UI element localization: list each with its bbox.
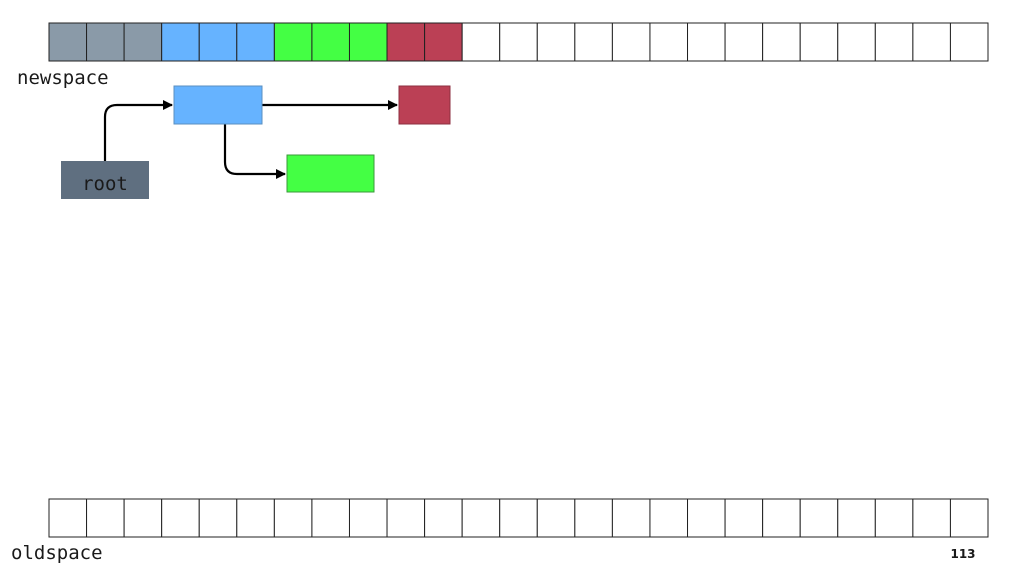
- memory-cell: [762, 498, 801, 538]
- memory-cell: [48, 22, 88, 62]
- memory-cell: [273, 22, 313, 62]
- memory-cell: [198, 498, 238, 538]
- memory-cell: [611, 22, 651, 62]
- memory-cell: [574, 498, 613, 538]
- memory-cell: [161, 498, 200, 538]
- root-box: [61, 161, 149, 199]
- arrow: [103, 100, 173, 161]
- memory-cell: [86, 498, 125, 538]
- memory-cell: [724, 22, 764, 62]
- newspace-row: [48, 22, 989, 62]
- memory-cell: [86, 22, 125, 62]
- memory-cell: [198, 22, 238, 62]
- memory-cell: [386, 22, 426, 62]
- memory-cell: [461, 22, 501, 62]
- memory-cell: [499, 498, 538, 538]
- memory-cell: [48, 498, 88, 538]
- memory-cell: [273, 498, 313, 538]
- memory-cell: [424, 498, 463, 538]
- memory-cell: [799, 498, 839, 538]
- memory-cell: [499, 22, 538, 62]
- memory-cell: [912, 22, 951, 62]
- memory-cell: [949, 498, 989, 538]
- object-blue: [173, 85, 263, 125]
- memory-cell: [574, 22, 613, 62]
- memory-cell: [386, 498, 426, 538]
- memory-cell: [687, 22, 726, 62]
- memory-cell: [311, 22, 350, 62]
- arrow: [223, 124, 286, 179]
- memory-cell: [837, 498, 876, 538]
- memory-cell: [236, 498, 275, 538]
- memory-cell: [311, 498, 350, 538]
- memory-cell: [687, 498, 726, 538]
- memory-cell: [874, 498, 914, 538]
- memory-cell: [348, 22, 388, 62]
- memory-cell: [649, 498, 689, 538]
- memory-cell: [536, 22, 576, 62]
- memory-cell: [236, 22, 275, 62]
- memory-cell: [799, 22, 839, 62]
- oldspace-label: oldspace: [11, 542, 103, 564]
- object-green: [286, 154, 375, 193]
- newspace-label: newspace: [17, 67, 109, 89]
- memory-cell: [123, 498, 163, 538]
- memory-cell: [724, 498, 764, 538]
- memory-cell: [912, 498, 951, 538]
- memory-cell: [874, 22, 914, 62]
- root-label: root: [82, 173, 128, 195]
- page-number: 113: [950, 547, 975, 561]
- memory-cell: [762, 22, 801, 62]
- memory-cell: [649, 22, 689, 62]
- oldspace-row: [48, 498, 989, 538]
- memory-cell: [348, 498, 388, 538]
- memory-cell: [536, 498, 576, 538]
- memory-cell: [611, 498, 651, 538]
- memory-cell: [837, 22, 876, 62]
- memory-cell: [461, 498, 501, 538]
- memory-cell: [949, 22, 989, 62]
- memory-cell: [424, 22, 463, 62]
- memory-cell: [161, 22, 200, 62]
- object-red: [398, 85, 451, 125]
- memory-cell: [123, 22, 163, 62]
